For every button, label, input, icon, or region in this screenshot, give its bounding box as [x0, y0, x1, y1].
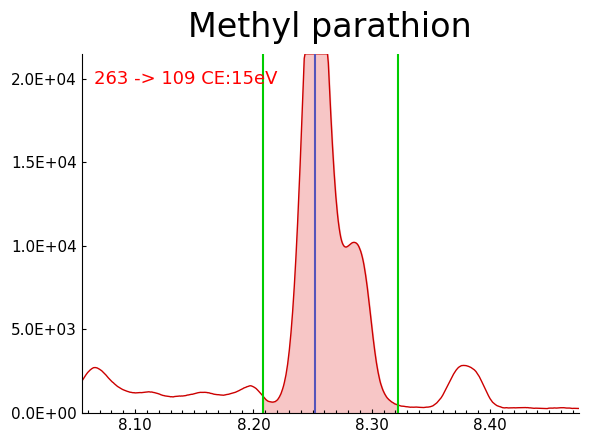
Text: 263 -> 109 CE:15eV: 263 -> 109 CE:15eV [94, 71, 277, 88]
Title: Methyl parathion: Methyl parathion [188, 11, 472, 44]
